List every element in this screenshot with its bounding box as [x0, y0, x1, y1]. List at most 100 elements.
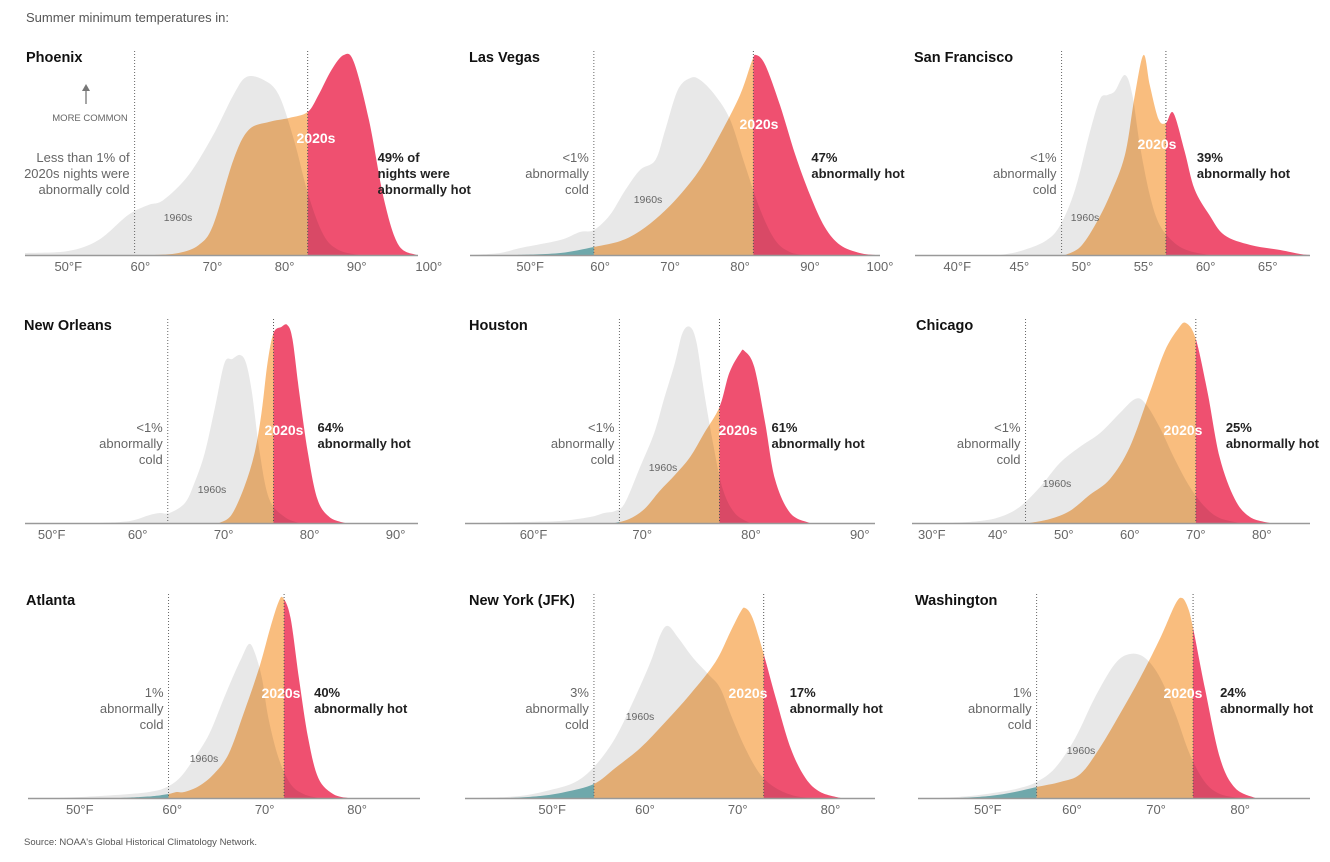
cold-annotation: <1%: [994, 420, 1021, 435]
area-2020s-abnormally-cold: [119, 793, 169, 798]
x-tick-label: 70°: [255, 802, 275, 817]
label-2020s: 2020s: [262, 685, 301, 701]
x-tick-label: 60°: [162, 802, 182, 817]
panel-new-orleans: 50°F 60° 70° 80° 90°New Orleans<1%abnormally…: [24, 318, 418, 542]
x-tick-label: 50°: [1054, 527, 1074, 542]
arrow-up-icon-head: [82, 84, 90, 91]
x-tick-label: 55°: [1134, 259, 1154, 274]
hot-annotation: abnormally hot: [811, 166, 905, 181]
city-title: Atlanta: [26, 593, 76, 609]
area-2020s-abnormally-cold: [960, 787, 1037, 798]
hot-annotation: 49% of: [378, 150, 421, 165]
area-2020s-normal: [1036, 597, 1194, 798]
cold-annotation: abnormally: [957, 436, 1021, 451]
label-1960s: 1960s: [190, 753, 219, 765]
hot-annotation: 40%: [314, 685, 340, 700]
label-2020s: 2020s: [1138, 136, 1177, 152]
x-tick-label: 60°: [1120, 527, 1140, 542]
cold-annotation: 3%: [570, 685, 589, 700]
area-2020s-abnormally-hot: [1165, 112, 1310, 255]
x-tick-label: 90°: [386, 527, 406, 542]
x-tick-label: 50°F: [538, 802, 566, 817]
label-2020s: 2020s: [729, 685, 768, 701]
cold-annotation: abnormally cold: [39, 182, 130, 197]
label-1960s: 1960s: [634, 194, 663, 206]
label-1960s: 1960s: [626, 711, 655, 723]
cold-annotation: <1%: [588, 420, 615, 435]
cold-annotation: abnormally: [525, 166, 589, 181]
area-2020s-abnormally-hot: [307, 53, 417, 255]
hot-annotation: abnormally hot: [1220, 701, 1314, 716]
x-tick-label: 70°: [728, 802, 748, 817]
x-tick-label: 50°F: [66, 802, 94, 817]
label-1960s: 1960s: [164, 212, 193, 224]
x-tick-label: 30°F: [918, 527, 946, 542]
city-title: Washington: [915, 593, 997, 609]
x-tick-label: 90°: [850, 527, 870, 542]
panel-las-vegas: 50°F 60° 70° 80° 90° 100°Las Vegas<1%abnormal…: [469, 50, 905, 274]
cold-annotation: 1%: [145, 685, 164, 700]
hot-annotation: 39%: [1197, 150, 1223, 165]
x-tick-label: 60°: [1196, 259, 1216, 274]
city-title: San Francisco: [914, 50, 1013, 66]
cold-annotation: abnormally: [968, 701, 1032, 716]
cold-annotation: abnormally: [99, 436, 163, 451]
hot-annotation: abnormally hot: [314, 701, 408, 716]
x-tick-label: 80°: [1230, 802, 1250, 817]
city-title: New Orleans: [24, 318, 112, 334]
panel-phoenix: 50°F 60° 70° 80° 90° 100° Phoenix Less than 1% …: [24, 50, 471, 274]
cold-annotation: 2020s nights were: [24, 166, 130, 181]
area-2020s-abnormally-cold: [510, 784, 594, 798]
label-1960s: 1960s: [198, 484, 227, 496]
x-tick-label: 50°F: [974, 802, 1002, 817]
x-tick-label: 45°: [1010, 259, 1030, 274]
x-tick-label: 40°: [988, 527, 1008, 542]
label-2020s: 2020s: [740, 116, 779, 132]
x-tick-label: 70°: [1146, 802, 1166, 817]
panel-chicago: 30°F 40° 50° 60° 70° 80° Chicago <1%abnormallyc…: [912, 318, 1320, 542]
label-2020s: 2020s: [1164, 422, 1203, 438]
area-2020s-abnormally-hot: [753, 54, 876, 255]
area-2020s-abnormally-hot: [284, 599, 348, 798]
cold-annotation: <1%: [562, 150, 589, 165]
cold-annotation: cold: [139, 452, 163, 467]
city-title: Phoenix: [26, 50, 82, 66]
x-tick-label: 80°: [1252, 527, 1272, 542]
cold-annotation: <1%: [1030, 150, 1057, 165]
cold-annotation: cold: [591, 452, 615, 467]
cold-annotation: <1%: [136, 420, 163, 435]
cold-annotation: cold: [565, 717, 589, 732]
city-title: Las Vegas: [469, 50, 540, 66]
x-tick-label: 80°: [275, 259, 295, 274]
panel-san-francisco: 40°F 45° 50° 55° 60° 65°San Francisco<1%abnor…: [914, 50, 1310, 274]
hot-annotation: 47%: [811, 150, 837, 165]
x-tick-label: 70°: [214, 527, 234, 542]
cold-annotation: cold: [1008, 717, 1032, 732]
x-tick-label: 60°: [131, 259, 151, 274]
hot-annotation: abnormally hot: [1226, 436, 1320, 451]
hot-annotation: 17%: [790, 685, 816, 700]
cold-annotation: cold: [1033, 182, 1057, 197]
x-tick-label: 70°: [1186, 527, 1206, 542]
x-tick-label: 100°: [415, 259, 442, 274]
area-1960s: [1000, 74, 1210, 255]
cold-annotation: 1%: [1013, 685, 1032, 700]
label-2020s: 2020s: [719, 422, 758, 438]
x-tick-label: 80°: [730, 259, 750, 274]
hot-annotation: abnormally hot: [378, 182, 472, 197]
area-2020s-abnormally-hot: [763, 653, 841, 798]
area-2020s-normal: [168, 596, 285, 798]
cold-annotation: abnormally: [525, 701, 589, 716]
area-2020s-abnormally-hot: [1195, 339, 1270, 523]
cold-annotation: cold: [997, 452, 1021, 467]
area-2020s-normal: [593, 607, 764, 798]
panel-new-york-jfk-: 50°F 60° 70° 80° New York (JFK) 3%abnormallyc…: [465, 593, 884, 817]
label-1960s: 1960s: [1043, 478, 1072, 490]
x-tick-label: 90°: [800, 259, 820, 274]
label-2020s: 2020s: [265, 422, 304, 438]
x-tick-label: 50°: [1072, 259, 1092, 274]
